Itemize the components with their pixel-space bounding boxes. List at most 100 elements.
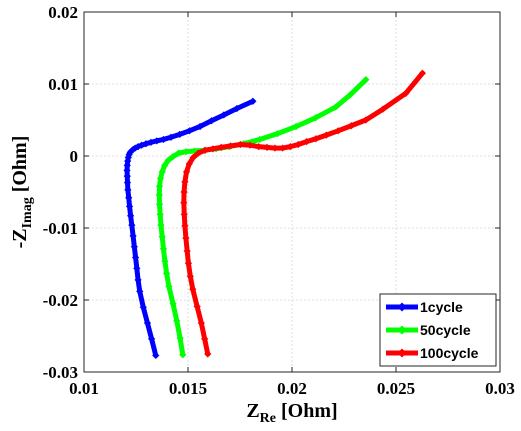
data-point (249, 97, 257, 105)
data-point (158, 168, 166, 176)
data-point (123, 161, 131, 169)
data-point (176, 130, 184, 138)
y-tick-label: 0.01 (48, 75, 78, 94)
y-axis-label-main: -Z (9, 228, 31, 248)
data-point (143, 319, 152, 327)
data-point (186, 272, 194, 280)
data-point (123, 172, 131, 180)
data-point (402, 89, 410, 97)
x-tick-label: 0.03 (485, 379, 515, 398)
data-point (125, 194, 133, 202)
data-point (161, 257, 169, 265)
data-point (159, 135, 168, 144)
data-point (123, 179, 132, 187)
data-point (180, 188, 188, 196)
data-point (236, 140, 245, 149)
data-point (263, 143, 271, 151)
x-axis-label-unit: [Ohm] (276, 400, 338, 422)
legend-swatch-marker (397, 325, 407, 335)
data-point (197, 319, 205, 327)
grid (84, 12, 500, 372)
data-point (131, 253, 140, 262)
data-point (158, 233, 166, 241)
legend: 1cycle 50cycle 100cycle (379, 293, 497, 367)
data-point (161, 161, 169, 169)
data-point (181, 178, 189, 186)
series-1cycle (123, 97, 257, 360)
series-100cycle (180, 69, 427, 358)
legend-swatch-marker (397, 348, 407, 358)
data-point (246, 141, 254, 149)
data-point (279, 144, 287, 152)
y-axis-label-sub: Imag (20, 197, 35, 228)
data-point (194, 149, 202, 157)
data-point (294, 140, 302, 149)
data-point (189, 153, 197, 162)
data-point (220, 111, 228, 119)
tick-labels: 0.01 0.015 0.02 0.025 0.03 -0.03 -0.02 -0.01 0 0.… (43, 3, 515, 398)
data-point (175, 149, 183, 157)
data-point (233, 104, 241, 113)
x-axis-label-main: Z (246, 400, 259, 422)
data-point (181, 222, 189, 230)
data-point (156, 210, 164, 218)
data-point (256, 135, 264, 144)
data-point (292, 122, 300, 131)
data-point (201, 335, 209, 343)
y-axis-label: -ZImag [Ohm] (9, 136, 35, 249)
y-tick-label: 0 (70, 147, 79, 166)
data-point (255, 143, 263, 151)
x-tick-label: 0.025 (377, 379, 415, 398)
data-point (182, 234, 190, 242)
data-point (189, 285, 197, 293)
ticks (83, 11, 501, 373)
x-axis-label-sub: Re (260, 411, 276, 426)
data-point (346, 91, 354, 99)
data-point (183, 247, 191, 255)
x-tick-label: 0.015 (169, 379, 207, 398)
data-point (196, 122, 204, 131)
data-point (217, 143, 225, 151)
y-axis-label-unit: [Ohm] (9, 136, 31, 198)
data-point (128, 221, 136, 229)
data-point (227, 142, 235, 150)
legend-entries: 1cycle 50cycle 100cycle (386, 299, 479, 361)
data-point (133, 264, 141, 272)
legend-label: 1cycle (420, 299, 463, 315)
y-tick-label: 0.02 (48, 3, 78, 22)
data-point (362, 116, 370, 124)
data-point (165, 282, 173, 290)
data-point (207, 117, 216, 125)
data-point (157, 221, 165, 229)
data-point (139, 303, 147, 311)
data-point (332, 103, 340, 111)
data-point (153, 137, 161, 145)
data-point (193, 302, 201, 311)
data-point (302, 138, 311, 146)
legend-label: 100cycle (420, 345, 479, 361)
data-point (147, 138, 155, 146)
data-point (162, 269, 171, 277)
data-point (379, 105, 387, 113)
data-point (134, 276, 142, 284)
x-tick-label: 0.02 (277, 379, 307, 398)
y-tick-label: -0.01 (43, 219, 78, 238)
data-point (286, 143, 294, 151)
legend-entry: 100cycle (386, 345, 479, 361)
data-point (148, 335, 156, 343)
data-point (130, 243, 138, 251)
data-point (155, 182, 164, 190)
data-point (184, 259, 193, 267)
data-point (159, 245, 168, 253)
data-point (311, 114, 320, 122)
data-point (185, 127, 194, 135)
data-point (126, 212, 135, 220)
data-point (180, 210, 188, 218)
data-point (273, 130, 282, 138)
data-point (156, 174, 165, 182)
data-point (209, 145, 217, 153)
data-point (180, 199, 188, 207)
data-point (182, 168, 191, 176)
data-point (155, 200, 164, 208)
